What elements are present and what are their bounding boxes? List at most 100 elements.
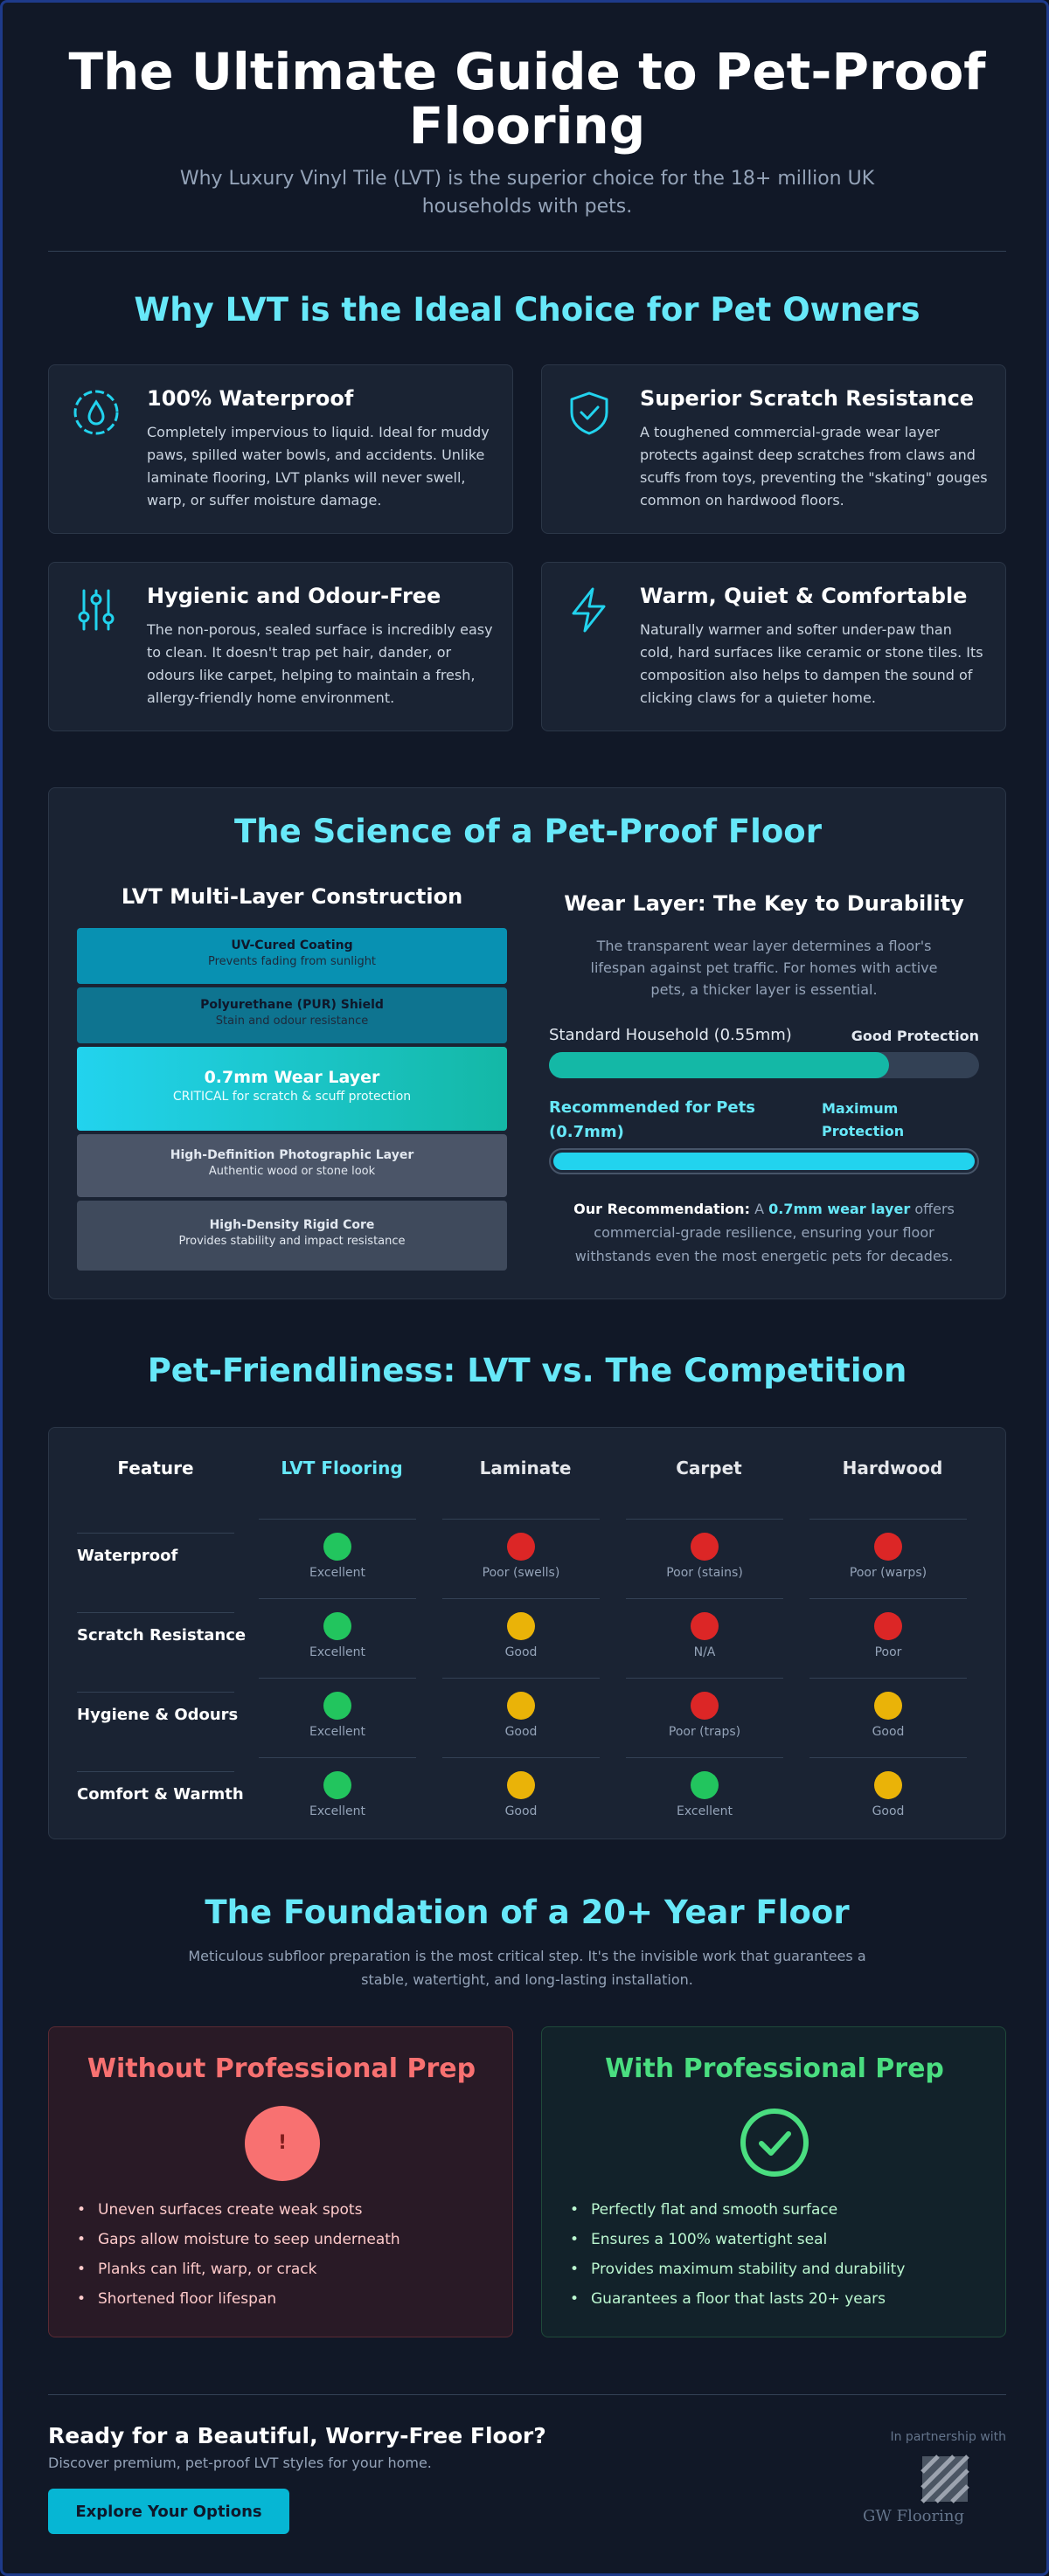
table-cell: Excellent xyxy=(254,1533,420,1580)
rating-text: Excellent xyxy=(309,1566,365,1580)
partner-label: In partnership with xyxy=(890,2430,1006,2444)
comparison-table: Feature LVT Flooring Laminate Carpet Har… xyxy=(48,1427,1006,1839)
without-prep-card: Without Professional Prep ! Uneven surfa… xyxy=(48,2026,513,2337)
rating-text: Poor (swells) xyxy=(482,1566,560,1580)
row-divider xyxy=(77,1771,234,1772)
row-divider xyxy=(809,1757,967,1758)
rating-text: Poor (warps) xyxy=(849,1566,927,1580)
cta-subtitle: Discover premium, pet-proof LVT styles f… xyxy=(48,2455,432,2471)
table-cell: Excellent xyxy=(254,1612,420,1659)
rating-dot xyxy=(691,1533,719,1561)
table-cell: Excellent xyxy=(254,1771,420,1818)
wear-title: Wear Layer: The Key to Durability xyxy=(564,891,964,916)
layer-subtitle: Provides stability and impact resistance xyxy=(178,1235,406,1248)
bar-standard-rating: Good Protection xyxy=(851,1028,979,1044)
list-item: Shortened floor lifespan xyxy=(77,2284,400,2314)
row-divider xyxy=(809,1519,967,1520)
table-cell: Good xyxy=(438,1692,604,1739)
list-item: Gaps allow moisture to seep underneath xyxy=(77,2225,400,2254)
recommendation-text: Our Recommendation: A 0.7mm wear layer o… xyxy=(565,1197,963,1268)
row-divider xyxy=(442,1598,600,1599)
page-header: The Ultimate Guide to Pet-Proof Flooring… xyxy=(48,45,1006,221)
row-divider xyxy=(442,1519,600,1520)
rating-dot xyxy=(507,1612,535,1640)
column-header-carpet: Carpet xyxy=(676,1458,742,1478)
partner-name: GW Flooring xyxy=(863,2507,964,2525)
page-subtitle: Why Luxury Vinyl Tile (LVT) is the super… xyxy=(179,168,875,218)
with-prep-title: With Professional Prep xyxy=(605,2053,944,2084)
bar-pets-label: Recommended for Pets (0.7mm) xyxy=(549,1098,755,1141)
bar-standard-track xyxy=(549,1052,979,1078)
row-divider xyxy=(809,1598,967,1599)
why-section-title: Why LVT is the Ideal Choice for Pet Owne… xyxy=(134,291,920,329)
layer-subtitle: CRITICAL for scratch & scuff protection xyxy=(172,1090,412,1104)
bar-pets-fill xyxy=(553,1153,975,1170)
rating-text: Good xyxy=(872,1725,905,1739)
rating-dot xyxy=(507,1692,535,1720)
list-item: Provides maximum stability and durabilit… xyxy=(570,2254,905,2284)
table-cell: Poor (traps) xyxy=(622,1692,788,1739)
rating-dot xyxy=(691,1771,719,1799)
recommendation-suffix: offers commercial-grade resilience, ensu… xyxy=(574,1201,955,1264)
foundation-subtitle: Meticulous subfloor preparation is the m… xyxy=(188,1948,866,1988)
table-cell: Good xyxy=(438,1612,604,1659)
page-title: The Ultimate Guide to Pet-Proof Flooring xyxy=(68,42,986,156)
rating-text: Excellent xyxy=(309,1725,365,1739)
list-item: Planks can lift, warp, or crack xyxy=(77,2254,400,2284)
feature-card-hygienic: Hygienic and Odour-Free The non-porous, … xyxy=(48,562,513,731)
row-divider xyxy=(626,1598,783,1599)
row-divider xyxy=(259,1598,416,1599)
rating-dot xyxy=(874,1533,902,1561)
rating-text: N/A xyxy=(693,1645,716,1659)
layer-title: UV-Cured Coating xyxy=(231,938,353,952)
table-cell: Poor xyxy=(805,1612,971,1659)
rating-dot xyxy=(691,1612,719,1640)
rating-text: Good xyxy=(504,1645,538,1659)
layer-title: High-Definition Photographic Layer xyxy=(170,1148,414,1162)
row-divider xyxy=(259,1757,416,1758)
with-prep-card: With Professional Prep Perfectly flat an… xyxy=(541,2026,1006,2337)
feature-title: 100% Waterproof xyxy=(147,386,354,411)
rating-text: Poor (stains) xyxy=(666,1566,743,1580)
lightning-icon xyxy=(572,587,606,633)
recommendation-highlight: 0.7mm wear layer xyxy=(768,1201,911,1217)
column-header-feature: Feature xyxy=(117,1458,194,1478)
rating-text: Poor xyxy=(874,1645,902,1659)
layer-wear-layer: 0.7mm Wear Layer CRITICAL for scratch & … xyxy=(77,1047,507,1131)
foundation-section-title: The Foundation of a 20+ Year Floor xyxy=(205,1894,850,1931)
rating-dot xyxy=(874,1771,902,1799)
feature-card-warm: Warm, Quiet & Comfortable Naturally warm… xyxy=(541,562,1006,731)
warning-icon: ! xyxy=(245,2106,320,2181)
row-feature-label: Hygiene & Odours xyxy=(77,1706,239,1724)
row-divider xyxy=(77,1692,234,1693)
rating-text: Good xyxy=(504,1804,538,1818)
layer-rigid-core: High-Density Rigid Core Provides stabili… xyxy=(77,1201,507,1271)
table-cell: Poor (swells) xyxy=(438,1533,604,1580)
rating-dot xyxy=(323,1533,351,1561)
rating-dot xyxy=(323,1612,351,1640)
layer-subtitle: Stain and odour resistance xyxy=(215,1014,369,1028)
row-divider xyxy=(259,1678,416,1679)
without-prep-points: Uneven surfaces create weak spots Gaps a… xyxy=(77,2195,400,2314)
header-divider xyxy=(48,251,1006,252)
row-divider xyxy=(626,1757,783,1758)
row-divider xyxy=(809,1678,967,1679)
table-cell: Poor (stains) xyxy=(622,1533,788,1580)
bar-pets-rating: Maximum Protection xyxy=(822,1100,905,1139)
layer-subtitle: Authentic wood or stone look xyxy=(208,1165,376,1178)
row-divider xyxy=(77,1533,234,1534)
feature-card-scratch: Superior Scratch Resistance A toughened … xyxy=(541,364,1006,534)
footer-divider xyxy=(48,2394,1006,2395)
science-title: The Science of a Pet-Proof Floor xyxy=(234,813,822,850)
with-prep-points: Perfectly flat and smooth surface Ensure… xyxy=(570,2195,905,2314)
layer-title: High-Density Rigid Core xyxy=(209,1218,375,1232)
rating-text: Good xyxy=(872,1804,905,1818)
table-cell: Excellent xyxy=(622,1771,788,1818)
feature-title: Warm, Quiet & Comfortable xyxy=(640,584,968,608)
list-item: Ensures a 100% watertight seal xyxy=(570,2225,905,2254)
explore-options-button[interactable]: Explore Your Options xyxy=(48,2489,289,2534)
rating-text: Excellent xyxy=(677,1804,733,1818)
layers-title: LVT Multi-Layer Construction xyxy=(121,884,463,909)
bar-pets-track xyxy=(549,1148,979,1174)
